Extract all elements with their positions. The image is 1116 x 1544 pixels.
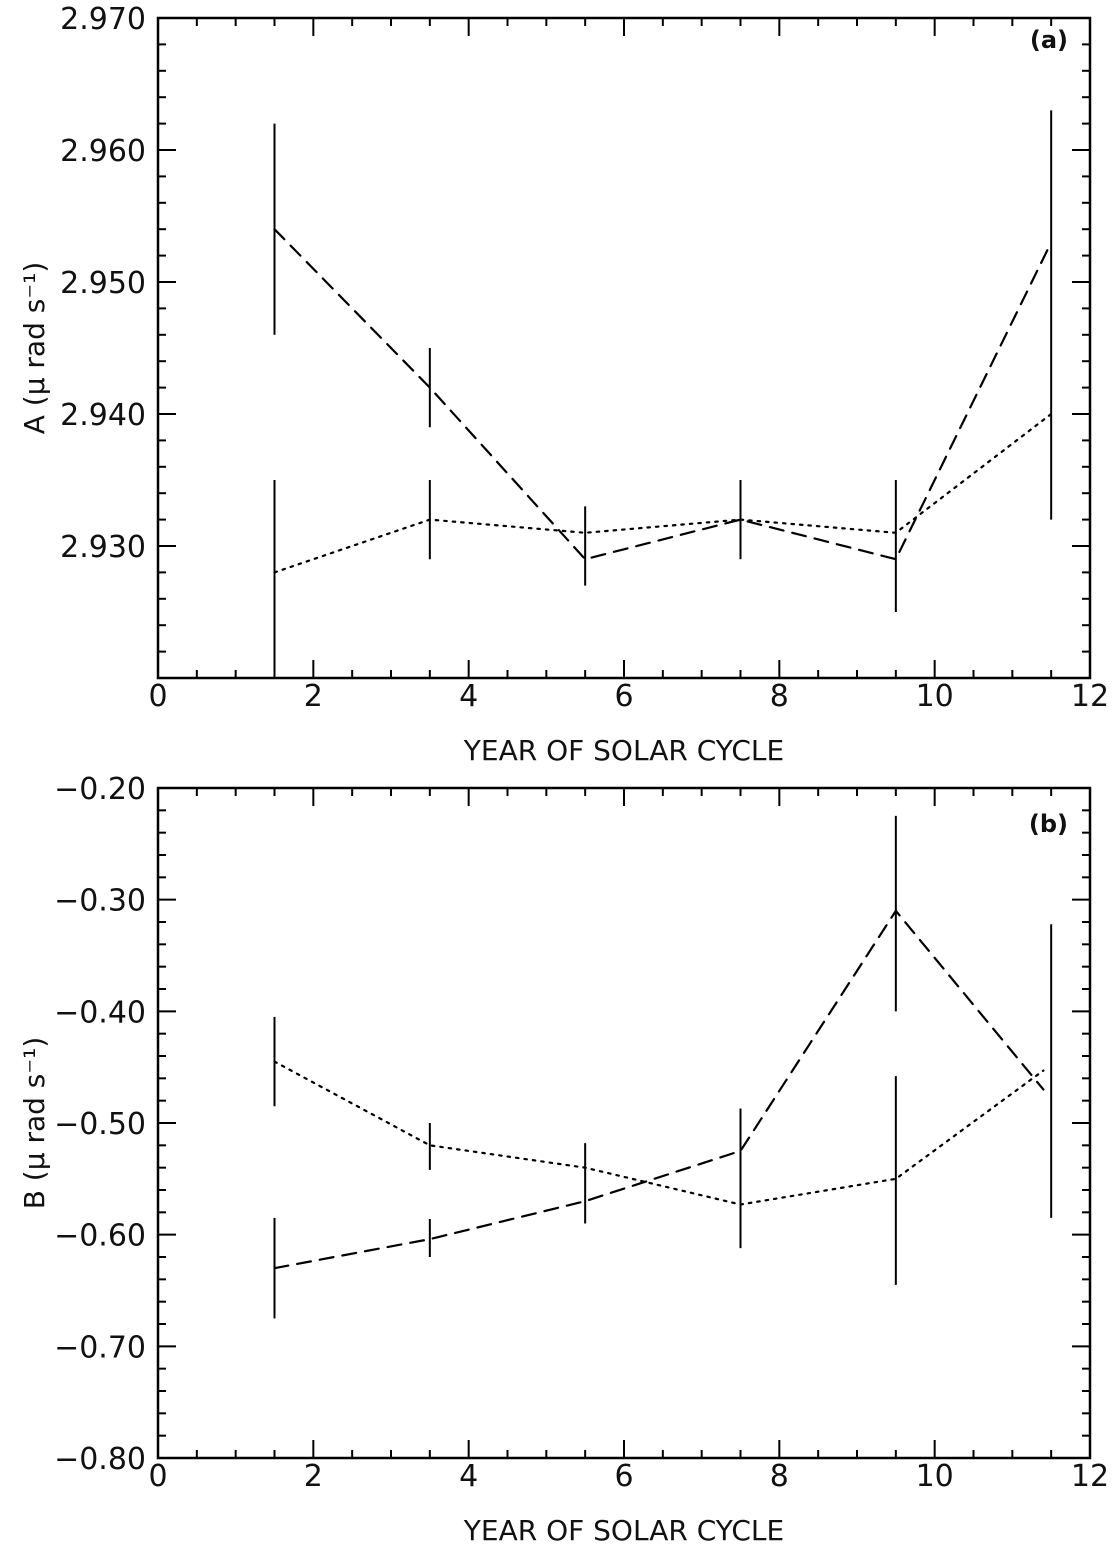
dotted-series-line (273, 412, 1053, 574)
dashed-series-line (273, 908, 1045, 1270)
plot-frame (156, 786, 1092, 1460)
y-tick-label: −0.40 (54, 995, 146, 1030)
x-tick-label: 10 (916, 1459, 954, 1494)
y-tick-label: −0.70 (54, 1330, 146, 1365)
dashed-series-line (273, 228, 1053, 561)
x-tick-label: 2 (304, 679, 323, 714)
panel-label-a: (a) (1030, 26, 1068, 54)
y-tick-label: −0.30 (54, 884, 146, 919)
y-tick-label: −0.20 (54, 772, 146, 807)
dotted-series-line (273, 1060, 1045, 1206)
x-axis-label: YEAR OF SOLAR CYCLE (463, 734, 784, 767)
panel-a: 0 2 4 6 8 10 12 2.930 2.940 2.950 2.960 2.970 YEAR … (18, 2, 1109, 767)
y-tick-label: 2.950 (60, 266, 146, 301)
x-tick-label: 4 (459, 1459, 478, 1494)
y-tick-label: 2.930 (60, 530, 146, 565)
y-tick-label: 2.960 (60, 134, 146, 169)
tick-labels: 0 2 4 6 8 10 12 −0.80 −0.70 −0.60 −0.50 −0.40 −0.30 −… (54, 772, 1109, 1494)
plot-data (273, 815, 1053, 1319)
x-tick-label: 8 (770, 679, 789, 714)
x-tick-label: 4 (459, 679, 478, 714)
x-tick-label: 12 (1071, 679, 1109, 714)
y-axis-label: A (μ rad s⁻¹) (18, 262, 51, 435)
x-axis-label: YEAR OF SOLAR CYCLE (463, 1514, 784, 1544)
y-tick-label: −0.80 (54, 1442, 146, 1477)
axis-ticks (157, 787, 1091, 1459)
y-tick-label: −0.60 (54, 1219, 146, 1254)
plot-frame (156, 16, 1092, 680)
y-tick-label: 2.970 (60, 2, 146, 37)
plot-data (273, 110, 1053, 678)
panel-label-b: (b) (1029, 810, 1068, 838)
x-tick-label: 12 (1071, 1459, 1109, 1494)
y-tick-label: 2.940 (60, 398, 146, 433)
x-tick-label: 8 (770, 1459, 789, 1494)
y-tick-label: −0.50 (54, 1107, 146, 1142)
x-tick-label: 0 (148, 1459, 167, 1494)
tick-labels: 0 2 4 6 8 10 12 2.930 2.940 2.950 2.960 2.970 (60, 2, 1109, 714)
x-tick-label: 6 (614, 1459, 633, 1494)
y-axis-label: B (μ rad s⁻¹) (18, 1037, 51, 1210)
x-tick-label: 10 (916, 679, 954, 714)
x-tick-label: 2 (304, 1459, 323, 1494)
axis-ticks (157, 17, 1091, 679)
panel-b: 0 2 4 6 8 10 12 −0.80 −0.70 −0.60 −0.50 −0.40 −0.30 −… (18, 772, 1109, 1544)
x-tick-label: 0 (148, 679, 167, 714)
x-tick-label: 6 (614, 679, 633, 714)
